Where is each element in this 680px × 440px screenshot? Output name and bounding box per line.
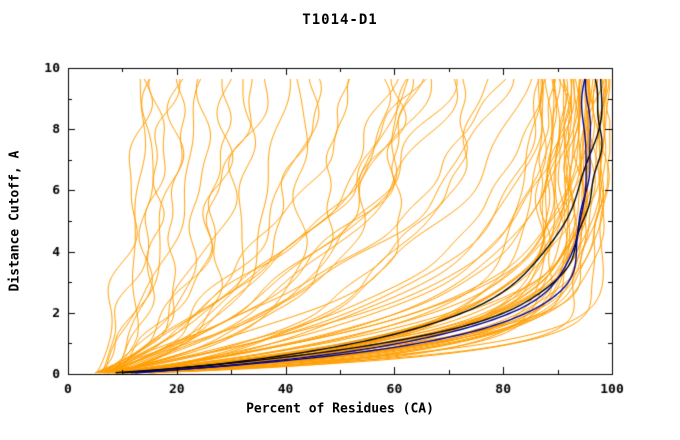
y-axis-label: Distance Cutoff, A	[7, 150, 23, 292]
x-axis-label: Percent of Residues (CA)	[246, 401, 434, 417]
chart-title: T1014-D1	[302, 12, 378, 28]
